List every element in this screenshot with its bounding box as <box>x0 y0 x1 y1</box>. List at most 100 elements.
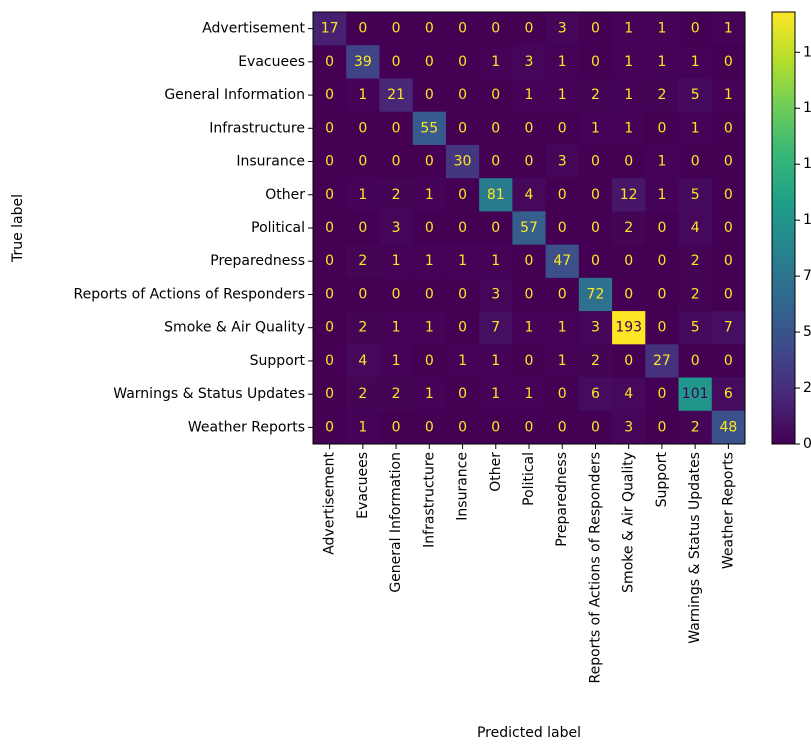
cell-label: 1 <box>591 120 600 136</box>
cell-label: 4 <box>358 353 367 369</box>
y-tick-label: Warnings & Status Updates <box>113 386 305 402</box>
cell-label: 0 <box>491 120 500 136</box>
cell <box>445 410 480 445</box>
cell-label: 21 <box>387 87 405 103</box>
cell-label: 1 <box>491 353 500 369</box>
cell-label: 5 <box>691 187 700 203</box>
cell-label: 0 <box>325 120 334 136</box>
cell <box>379 410 414 445</box>
cell <box>612 410 646 445</box>
x-tick-label: Preparedness <box>554 452 570 547</box>
cell-label: 17 <box>321 21 339 37</box>
x-tick-label: Smoke & Air Quality <box>621 452 637 593</box>
cell-label: 0 <box>458 320 467 336</box>
cell <box>346 244 380 279</box>
cell-label: 0 <box>358 154 367 170</box>
cell-label: 0 <box>724 253 733 269</box>
cell-label: 1 <box>458 353 467 369</box>
cell-label: 0 <box>525 21 534 37</box>
cell-label: 0 <box>325 87 334 103</box>
cell-label: 0 <box>392 21 401 37</box>
cell <box>313 45 347 79</box>
y-tick-label: Evacuees <box>238 54 305 70</box>
cell-label: 0 <box>392 54 401 70</box>
cell <box>346 311 380 345</box>
cell-label: 1 <box>525 320 534 336</box>
cell-label: 0 <box>558 286 567 302</box>
cell <box>445 144 480 179</box>
cell <box>545 144 580 179</box>
y-tick-label: Insurance <box>236 154 305 170</box>
cell <box>711 277 746 312</box>
cell <box>379 244 414 279</box>
cell <box>711 111 746 146</box>
cell-label: 4 <box>525 187 534 203</box>
cell-label: 0 <box>558 386 567 402</box>
cell <box>678 12 713 46</box>
cell <box>379 211 414 246</box>
cell <box>412 410 447 445</box>
cell <box>678 144 713 179</box>
cell-label: 0 <box>624 154 633 170</box>
cell <box>645 111 680 146</box>
cell-label: 1 <box>624 21 633 37</box>
cell <box>711 311 746 345</box>
cell-label: 0 <box>691 353 700 369</box>
cell <box>379 45 414 79</box>
cell-label: 4 <box>624 386 633 402</box>
cell <box>379 178 414 212</box>
cell <box>379 111 414 146</box>
cell <box>711 211 746 246</box>
cell <box>313 244 347 279</box>
cell <box>678 45 713 79</box>
cell-label: 0 <box>525 353 534 369</box>
cell-label: 6 <box>591 386 600 402</box>
cell-label: 0 <box>425 286 434 302</box>
cell <box>711 178 746 212</box>
cell-label: 0 <box>325 286 334 302</box>
cell-label: 0 <box>425 419 434 435</box>
cell-label: 1 <box>392 253 401 269</box>
cell <box>545 244 580 279</box>
cell <box>445 12 480 46</box>
cell <box>678 111 713 146</box>
cell-label: 0 <box>657 220 666 236</box>
cell-label: 0 <box>392 154 401 170</box>
cell <box>313 211 347 246</box>
cell <box>711 410 746 445</box>
cell <box>645 45 680 79</box>
cell-label: 0 <box>458 21 467 37</box>
cell-label: 0 <box>358 220 367 236</box>
cell <box>479 78 513 113</box>
cell-label: 2 <box>691 419 700 435</box>
cell <box>512 12 547 46</box>
colorbar-tick-label: 175 <box>803 44 811 60</box>
cell <box>379 78 414 113</box>
cell-label: 5 <box>691 87 700 103</box>
cell <box>578 178 613 212</box>
cell <box>313 12 347 46</box>
cell <box>346 377 380 412</box>
cell-label: 1 <box>558 54 567 70</box>
cell <box>578 12 613 46</box>
cell-label: 1 <box>657 21 666 37</box>
cell-label: 0 <box>491 419 500 435</box>
cell <box>612 111 646 146</box>
cell <box>711 244 746 279</box>
cell-label: 2 <box>358 320 367 336</box>
cell <box>445 311 480 345</box>
cell <box>313 311 347 345</box>
cell-label: 0 <box>525 120 534 136</box>
cell-label: 0 <box>491 154 500 170</box>
cell <box>545 311 580 345</box>
cell <box>412 45 447 79</box>
cell <box>612 12 646 46</box>
cell-label: 2 <box>591 353 600 369</box>
cell-label: 3 <box>591 320 600 336</box>
y-tick-label: Reports of Actions of Responders <box>73 286 305 302</box>
cell-label: 0 <box>657 286 666 302</box>
cell-label: 0 <box>525 286 534 302</box>
x-tick-label: Support <box>654 451 670 507</box>
cell <box>545 211 580 246</box>
